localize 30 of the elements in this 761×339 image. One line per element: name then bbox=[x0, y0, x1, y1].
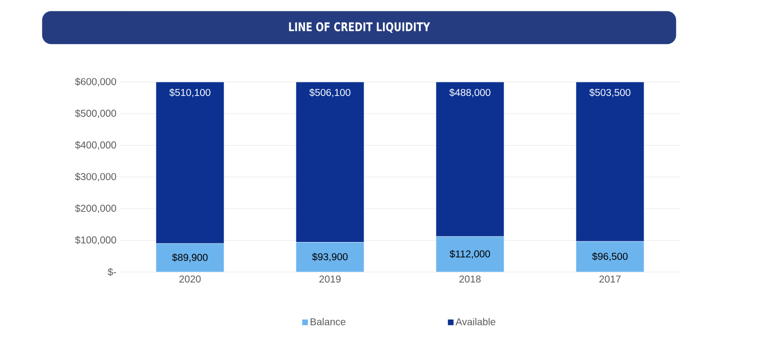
data-label: $112,000 bbox=[450, 250, 490, 259]
legend-label: Balance bbox=[310, 318, 346, 326]
y-tick-label: $200,000 bbox=[75, 204, 116, 213]
data-label: $488,000 bbox=[449, 88, 490, 98]
bar bbox=[296, 82, 364, 242]
y-tick-label: $400,000 bbox=[75, 141, 116, 150]
bar bbox=[576, 82, 644, 242]
y-tick-label: $300,000 bbox=[75, 172, 116, 182]
bar bbox=[436, 82, 504, 237]
y-tick-label: $100,000 bbox=[75, 236, 116, 245]
bar bbox=[156, 82, 224, 244]
x-tick-label: 2018 bbox=[459, 276, 481, 283]
data-label: $506,100 bbox=[309, 88, 350, 98]
data-label: $96,500 bbox=[592, 252, 628, 262]
bar bbox=[156, 243, 224, 272]
chart-title: LINE OF CREDIT LIQUIDITY bbox=[289, 22, 430, 33]
bar bbox=[436, 236, 504, 272]
data-label: $510,100 bbox=[169, 88, 210, 98]
bar bbox=[576, 241, 644, 272]
y-tick-label: $500,000 bbox=[75, 109, 116, 118]
legend-label: Available bbox=[456, 318, 496, 326]
x-tick-label: 2017 bbox=[599, 276, 621, 283]
bar bbox=[296, 242, 364, 272]
data-label: $503,500 bbox=[589, 88, 630, 98]
y-tick-label: $- bbox=[108, 268, 116, 276]
data-label: $89,900 bbox=[172, 253, 208, 262]
x-tick-label: 2019 bbox=[319, 276, 341, 283]
y-tick-label: $600,000 bbox=[75, 78, 116, 86]
data-label: $93,900 bbox=[312, 252, 348, 262]
x-tick-label: 2020 bbox=[179, 276, 201, 283]
